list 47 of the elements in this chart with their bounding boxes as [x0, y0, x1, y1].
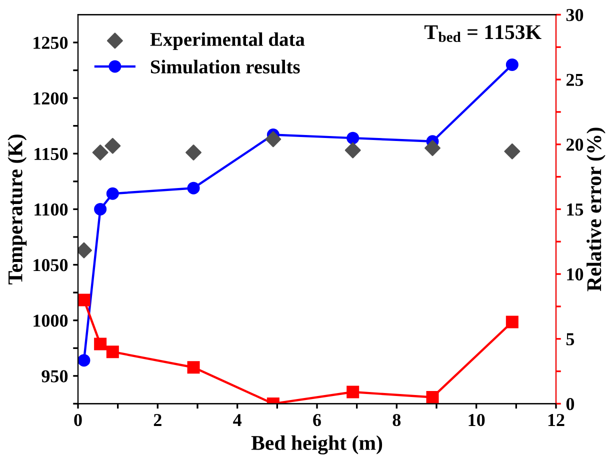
point: [94, 338, 107, 350]
point: [78, 294, 90, 306]
y-tick-label: 1150: [34, 148, 68, 160]
point: [92, 144, 108, 160]
y2-tick-label: 30: [566, 8, 584, 22]
point: [187, 361, 200, 374]
point: [106, 187, 119, 200]
x-tick-label: 10: [468, 414, 485, 426]
point: [344, 142, 361, 158]
point: [506, 316, 518, 328]
point: [506, 58, 518, 71]
y-tick-label: 1000: [34, 314, 68, 327]
point: [187, 182, 200, 194]
x-tick-label: 0: [74, 414, 82, 426]
y-tick-label: 1250: [34, 36, 68, 49]
point: [265, 131, 282, 148]
point: [94, 202, 107, 216]
x-tick-label: 12: [548, 414, 564, 426]
y2-tick-label: 25: [566, 74, 584, 86]
y2-axis-title: Relative error (%): [586, 128, 606, 292]
x-axis-title: Bed height (m): [251, 435, 382, 454]
point: [78, 354, 90, 367]
y-tick-label: 950: [42, 370, 68, 382]
point: [504, 143, 520, 160]
point: [346, 386, 360, 398]
x-tick-label: 6: [313, 414, 321, 426]
point: [104, 138, 121, 154]
point: [106, 346, 119, 358]
y2-tick-label: 10: [567, 268, 584, 280]
y2-tick-label: 15: [567, 204, 584, 216]
legend-label: Simulation results: [150, 60, 300, 74]
y-tick-label: 1200: [34, 92, 68, 104]
y-axis-title: Temperature (K): [8, 134, 27, 284]
x-tick-label: 8: [392, 414, 401, 426]
point: [426, 390, 439, 404]
y-tick-label: 1050: [34, 259, 68, 272]
legend-label: Experimental data: [150, 32, 305, 50]
point: [346, 132, 360, 144]
y-tick-label: 1100: [34, 203, 68, 216]
y2-tick-label: 20: [566, 138, 584, 151]
y2-tick-label: 5: [566, 333, 574, 346]
x-tick-label: 2: [154, 414, 162, 426]
y2-tick-label: 0: [566, 398, 574, 410]
annotation: T$_{bed}$ = 1153K: [424, 25, 542, 42]
x-tick-label: 4: [233, 414, 242, 426]
point: [186, 144, 202, 160]
point: [424, 140, 440, 156]
